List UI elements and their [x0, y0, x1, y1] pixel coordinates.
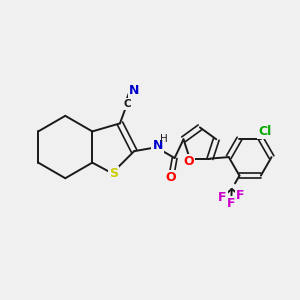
- Text: C: C: [123, 99, 131, 109]
- Text: O: O: [183, 155, 194, 168]
- Text: H: H: [160, 134, 167, 144]
- Text: N: N: [129, 84, 140, 97]
- Text: Cl: Cl: [258, 125, 272, 138]
- Text: F: F: [236, 189, 244, 202]
- Text: F: F: [218, 191, 226, 204]
- Text: O: O: [165, 171, 175, 184]
- Text: N: N: [152, 139, 163, 152]
- Text: F: F: [227, 197, 236, 210]
- Text: S: S: [109, 167, 118, 180]
